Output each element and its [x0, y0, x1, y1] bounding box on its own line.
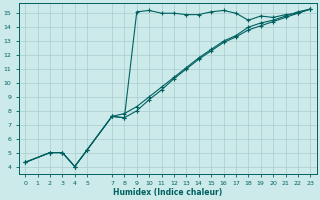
X-axis label: Humidex (Indice chaleur): Humidex (Indice chaleur): [113, 188, 222, 197]
